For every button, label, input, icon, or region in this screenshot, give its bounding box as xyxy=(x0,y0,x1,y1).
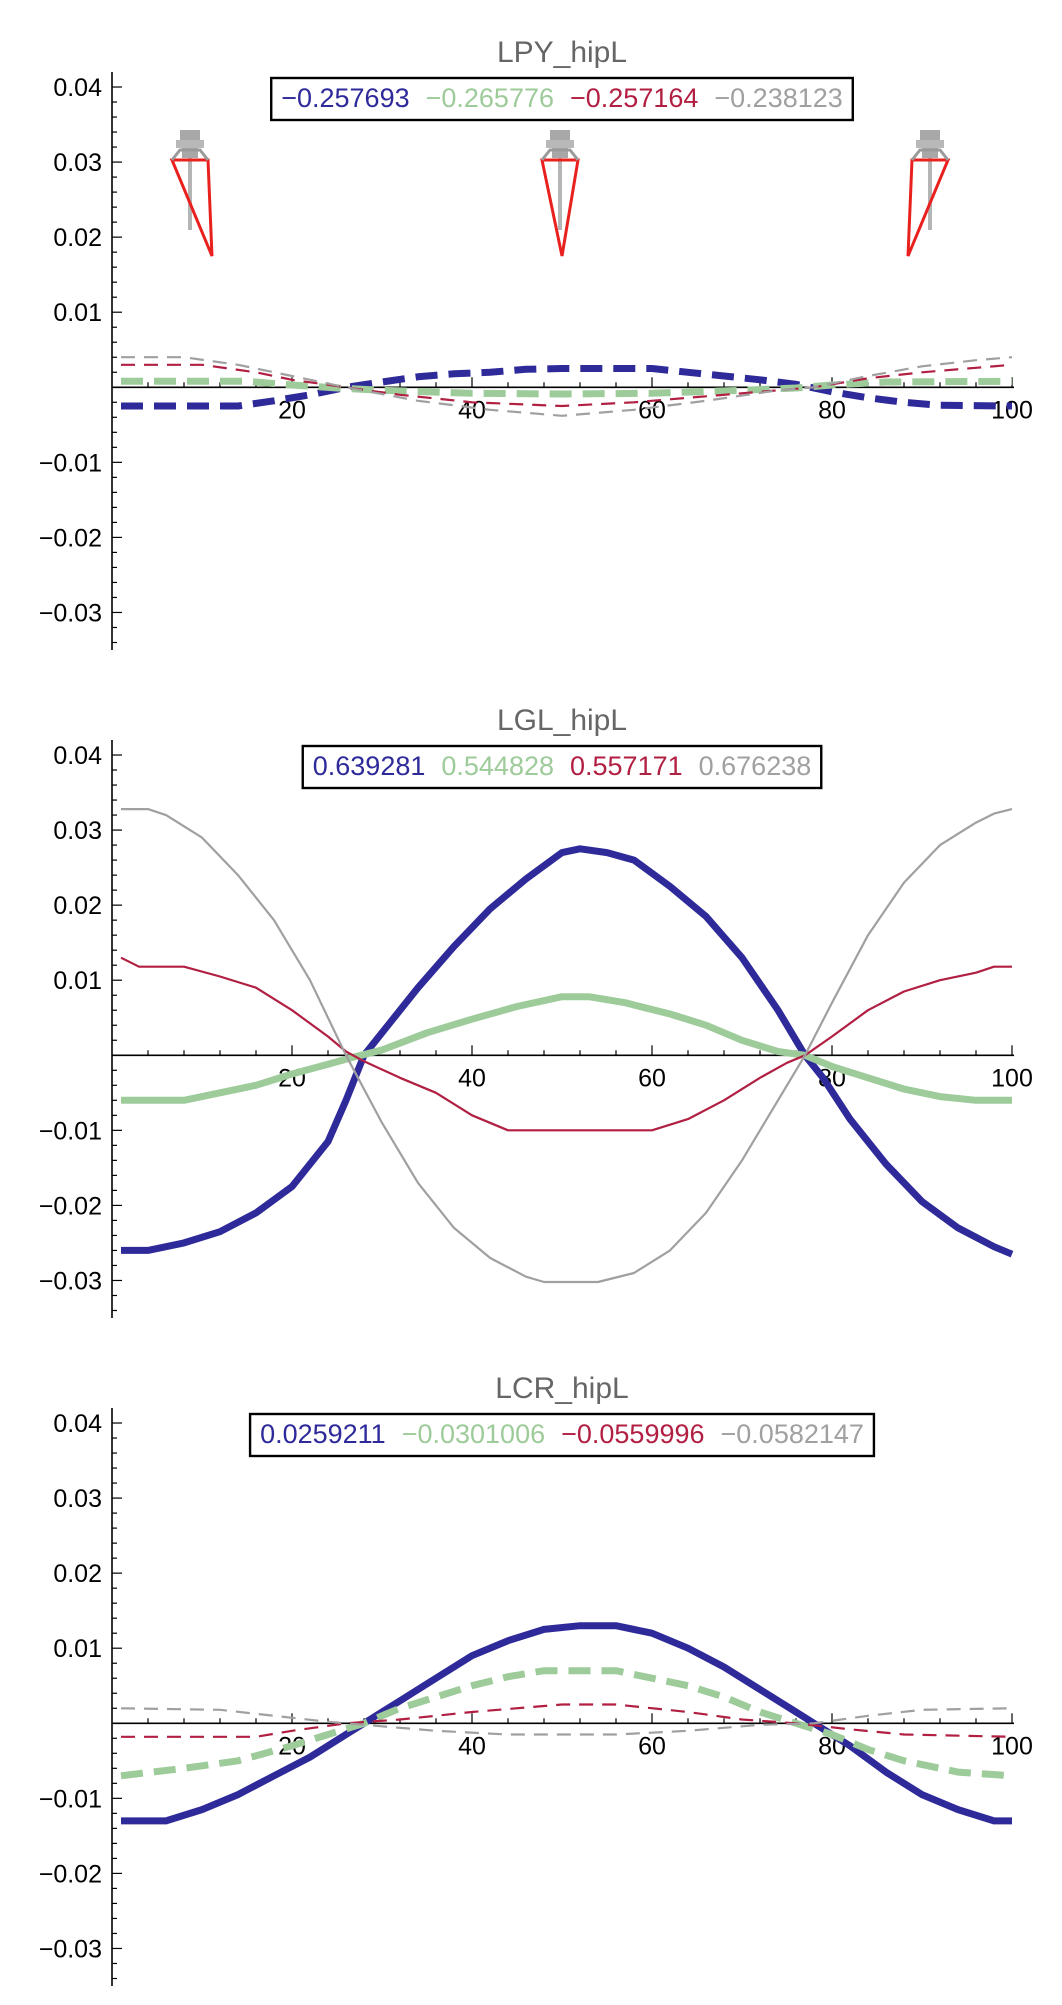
robot-knee-block xyxy=(922,148,938,158)
x-tick-label: 80 xyxy=(818,396,846,424)
x-tick-label: 100 xyxy=(991,1064,1033,1092)
x-tick-label: 100 xyxy=(991,396,1033,424)
x-tick-label: 60 xyxy=(638,1064,666,1092)
y-tick-label: 0.04 xyxy=(53,74,102,102)
y-tick-label: 0.01 xyxy=(53,299,102,327)
chart-title: LCR_hipL xyxy=(495,1372,628,1405)
legend-box xyxy=(248,1412,876,1458)
friction-cone xyxy=(169,158,214,257)
legend: −0.257693 −0.265776 −0.257164 −0.238123 xyxy=(270,76,854,122)
robot-foot-outline xyxy=(170,148,210,161)
y-tick-label: 0.04 xyxy=(53,742,102,770)
robot-foot-outline xyxy=(540,148,580,161)
x-tick-label: 60 xyxy=(638,1732,666,1760)
legend: 0.639281 0.544828 0.557171 0.676238 xyxy=(301,744,823,790)
y-tick-label: −0.02 xyxy=(39,524,102,552)
y-tick-label: 0.03 xyxy=(53,1485,102,1513)
x-tick-label: 40 xyxy=(458,1732,486,1760)
y-tick-label: −0.01 xyxy=(39,449,102,477)
chart-title: LPY_hipL xyxy=(497,36,627,69)
robot-foot-icon xyxy=(169,130,214,257)
y-tick-label: 0.01 xyxy=(53,967,102,995)
robot-knee-block xyxy=(552,148,568,158)
legend-entry: −0.0582147 xyxy=(721,1419,864,1449)
legend-entry: 0.639281 xyxy=(313,751,426,781)
legend-entry: 0.557171 xyxy=(570,751,683,781)
x-tick-label: 40 xyxy=(458,1064,486,1092)
series-line-1 xyxy=(121,845,1014,1258)
robot-foot-outline xyxy=(910,148,950,161)
series-line-1 xyxy=(121,365,1013,410)
robot-hip-block xyxy=(180,130,200,140)
y-tick-label: −0.01 xyxy=(39,1785,102,1813)
series-line-4 xyxy=(121,356,1013,417)
y-tick-label: 0.04 xyxy=(53,1410,102,1438)
y-tick-label: −0.03 xyxy=(39,599,102,627)
legend-entry: −0.0301006 xyxy=(402,1419,545,1449)
y-tick-label: 0.02 xyxy=(53,1560,102,1588)
robot-hip-plate xyxy=(916,140,944,148)
legend: 0.0259211 −0.0301006 −0.0559996 −0.0582147 xyxy=(248,1412,876,1458)
y-tick-label: 0.03 xyxy=(53,817,102,845)
y-tick-label: 0.01 xyxy=(53,1635,102,1663)
friction-cone xyxy=(906,158,951,257)
chart-panel: LCR_hipL0.040.030.020.01−0.01−0.02−0.032… xyxy=(39,1372,1033,1986)
series-line-3 xyxy=(121,1703,1013,1738)
series-line-4 xyxy=(121,808,1013,1284)
x-tick-label: 40 xyxy=(458,396,486,424)
chart-title: LGL_hipL xyxy=(497,704,627,737)
legend-entry: −0.257164 xyxy=(570,83,698,113)
legend-entry: −0.257693 xyxy=(281,83,409,113)
robot-hip-plate xyxy=(176,140,204,148)
legend-entry: −0.0559996 xyxy=(561,1419,704,1449)
y-tick-label: −0.03 xyxy=(39,1935,102,1963)
series-line-3 xyxy=(120,956,1012,1132)
y-tick-label: −0.03 xyxy=(39,1267,102,1295)
robot-knee-block xyxy=(182,148,198,158)
y-tick-label: −0.01 xyxy=(39,1117,102,1145)
y-tick-label: 0.02 xyxy=(53,224,102,252)
y-tick-label: −0.02 xyxy=(39,1860,102,1888)
series-line-4 xyxy=(120,1707,1013,1736)
robot-hip-block xyxy=(920,130,940,140)
chart-panel: LGL_hipL0.040.030.020.01−0.01−0.02−0.032… xyxy=(39,704,1033,1318)
y-tick-label: −0.02 xyxy=(39,1192,102,1220)
chart-panel: LPY_hipL0.040.030.020.01−0.01−0.02−0.032… xyxy=(39,36,1033,650)
series-line-2 xyxy=(121,993,1012,1104)
y-tick-label: 0.03 xyxy=(53,149,102,177)
robot-hip-plate xyxy=(546,140,574,148)
robot-foot-icon xyxy=(540,130,580,257)
legend-box xyxy=(270,76,854,122)
series-line-2 xyxy=(120,1667,1013,1780)
series-line-1 xyxy=(121,1622,1012,1825)
legend-entry: 0.0259211 xyxy=(260,1419,386,1449)
legend-entry: −0.265776 xyxy=(426,83,554,113)
y-tick-label: 0.02 xyxy=(53,892,102,920)
legend-box xyxy=(301,744,823,790)
legend-entry: −0.238123 xyxy=(714,83,842,113)
legend-entry: 0.676238 xyxy=(699,751,812,781)
friction-cone xyxy=(540,158,580,257)
legend-entry: 0.544828 xyxy=(441,751,554,781)
robot-foot-icon xyxy=(906,130,951,257)
robot-hip-block xyxy=(550,130,570,140)
